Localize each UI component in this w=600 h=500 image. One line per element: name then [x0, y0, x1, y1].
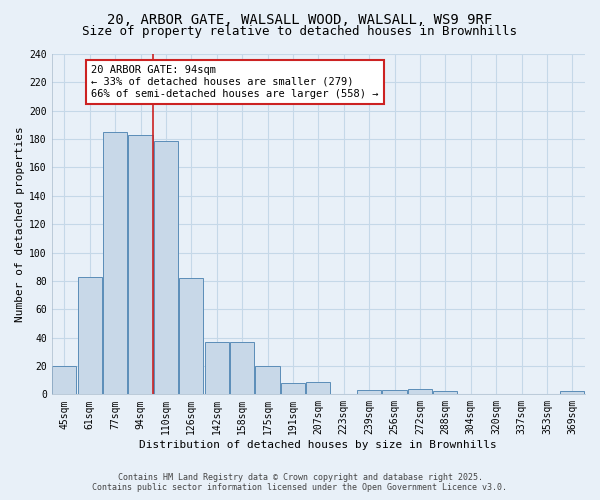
Bar	[179, 278, 203, 394]
Bar	[306, 382, 331, 394]
Bar	[77, 276, 102, 394]
Bar	[103, 132, 127, 394]
Text: Contains HM Land Registry data © Crown copyright and database right 2025.
Contai: Contains HM Land Registry data © Crown c…	[92, 473, 508, 492]
Bar	[382, 390, 407, 394]
Bar	[357, 390, 381, 394]
Text: 20, ARBOR GATE, WALSALL WOOD, WALSALL, WS9 9RF: 20, ARBOR GATE, WALSALL WOOD, WALSALL, W…	[107, 12, 493, 26]
Text: 20 ARBOR GATE: 94sqm
← 33% of detached houses are smaller (279)
66% of semi-deta: 20 ARBOR GATE: 94sqm ← 33% of detached h…	[91, 66, 379, 98]
Y-axis label: Number of detached properties: Number of detached properties	[15, 126, 25, 322]
Bar	[408, 388, 432, 394]
Bar	[433, 392, 457, 394]
Bar	[128, 135, 152, 394]
Bar	[281, 383, 305, 394]
Bar	[52, 366, 76, 394]
Bar	[205, 342, 229, 394]
Text: Size of property relative to detached houses in Brownhills: Size of property relative to detached ho…	[83, 25, 517, 38]
Bar	[230, 342, 254, 394]
Bar	[154, 140, 178, 394]
Bar	[560, 392, 584, 394]
X-axis label: Distribution of detached houses by size in Brownhills: Distribution of detached houses by size …	[139, 440, 497, 450]
Bar	[256, 366, 280, 394]
